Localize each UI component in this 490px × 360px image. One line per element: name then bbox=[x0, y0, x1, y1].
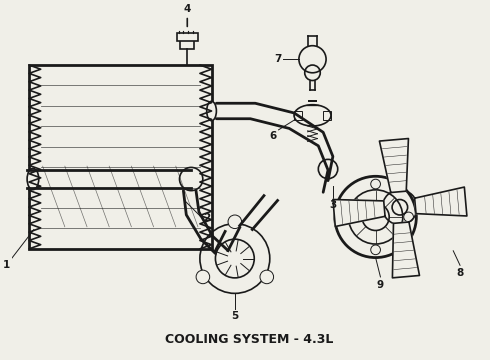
Circle shape bbox=[228, 215, 242, 229]
Circle shape bbox=[338, 212, 347, 222]
Text: COOLING SYSTEM - 4.3L: COOLING SYSTEM - 4.3L bbox=[165, 333, 334, 346]
Text: 9: 9 bbox=[377, 280, 384, 290]
Circle shape bbox=[404, 212, 414, 222]
Text: 7: 7 bbox=[274, 54, 281, 64]
Text: 8: 8 bbox=[456, 268, 464, 278]
Ellipse shape bbox=[207, 101, 217, 121]
Bar bbox=[176, 33, 198, 41]
Text: 4: 4 bbox=[184, 4, 191, 14]
Text: 2: 2 bbox=[203, 213, 210, 223]
Bar bbox=[294, 111, 302, 120]
Bar bbox=[323, 111, 331, 120]
Polygon shape bbox=[392, 222, 419, 278]
Text: 5: 5 bbox=[231, 311, 239, 321]
Polygon shape bbox=[379, 139, 409, 193]
Text: 1: 1 bbox=[2, 261, 10, 270]
Bar bbox=[29, 65, 212, 249]
Circle shape bbox=[371, 179, 380, 189]
Bar bbox=[180, 39, 194, 49]
Circle shape bbox=[260, 270, 273, 284]
Polygon shape bbox=[415, 187, 467, 216]
Ellipse shape bbox=[27, 168, 39, 190]
Circle shape bbox=[371, 245, 380, 255]
Text: 6: 6 bbox=[270, 131, 276, 141]
Text: 3: 3 bbox=[329, 200, 337, 210]
Polygon shape bbox=[333, 199, 385, 226]
Circle shape bbox=[196, 270, 210, 284]
